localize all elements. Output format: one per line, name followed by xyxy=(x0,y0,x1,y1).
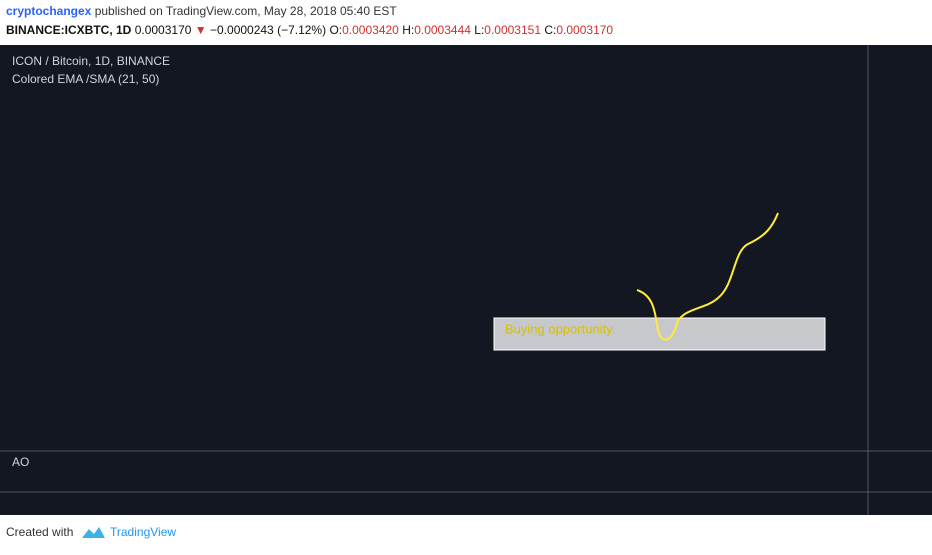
ohlc-value: 0.0003170 xyxy=(556,23,613,37)
ohlc-value: 0.0003444 xyxy=(414,23,471,37)
author: cryptochangex xyxy=(6,4,92,18)
created-with: Created with xyxy=(6,525,73,539)
ohlc-value: 0.0003420 xyxy=(342,23,399,37)
symbol: BINANCE:ICXBTC, 1D xyxy=(6,23,132,37)
ohlc-label: O: xyxy=(329,23,342,37)
chart-background xyxy=(0,45,932,515)
projection-curve xyxy=(636,212,779,341)
publish-line: cryptochangex published on TradingView.c… xyxy=(6,4,397,18)
brand[interactable]: TradingView xyxy=(110,525,176,539)
annotation-text: Buying opportunity. xyxy=(505,321,615,336)
ohlc-label: L: xyxy=(474,23,484,37)
brand-logo xyxy=(82,527,105,538)
published: published on TradingView.com, May 28, 20… xyxy=(95,4,398,18)
ohlc-label: H: xyxy=(402,23,414,37)
quote-line: BINANCE:ICXBTC, 1D 0.0003170 ▼ −0.000024… xyxy=(6,23,613,37)
price: 0.0003170 xyxy=(135,23,192,37)
ohlc-label: C: xyxy=(544,23,556,37)
change: −0.0000243 (−7.12%) xyxy=(210,23,326,37)
ao-name: AO xyxy=(12,455,29,469)
indicator-name: Colored EMA /SMA (21, 50) xyxy=(12,72,159,86)
chart-title: ICON / Bitcoin, 1D, BINANCE xyxy=(12,54,170,68)
arrow: ▼ xyxy=(195,23,207,37)
ohlc-value: 0.0003151 xyxy=(484,23,541,37)
